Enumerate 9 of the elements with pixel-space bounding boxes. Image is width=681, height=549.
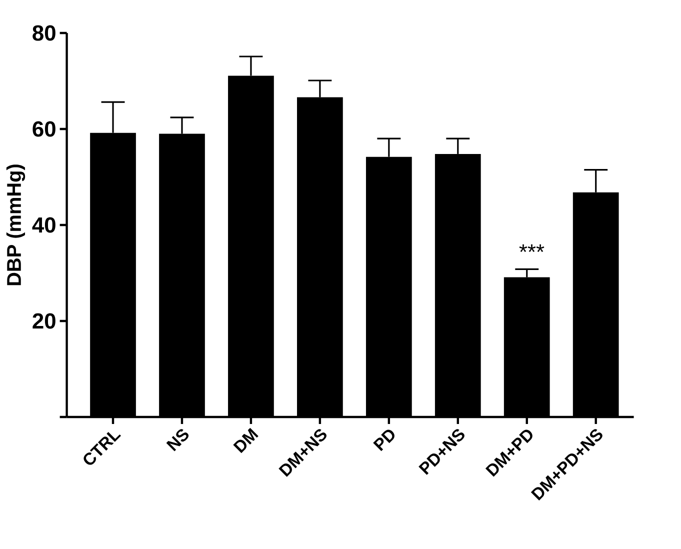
y-tick-label: 40 (32, 217, 56, 233)
x-tick-label: DM (233, 428, 258, 454)
annotation: *** (519, 244, 544, 252)
x-tick-label: PD (373, 430, 394, 452)
y-tick-label: 60 (32, 121, 56, 137)
y-tick-label: 20 (32, 313, 56, 329)
y-tick-label: 80 (32, 25, 56, 41)
x-tick-label: NS (166, 429, 189, 452)
y-axis-title: DBP (mmHg) (6, 164, 26, 286)
